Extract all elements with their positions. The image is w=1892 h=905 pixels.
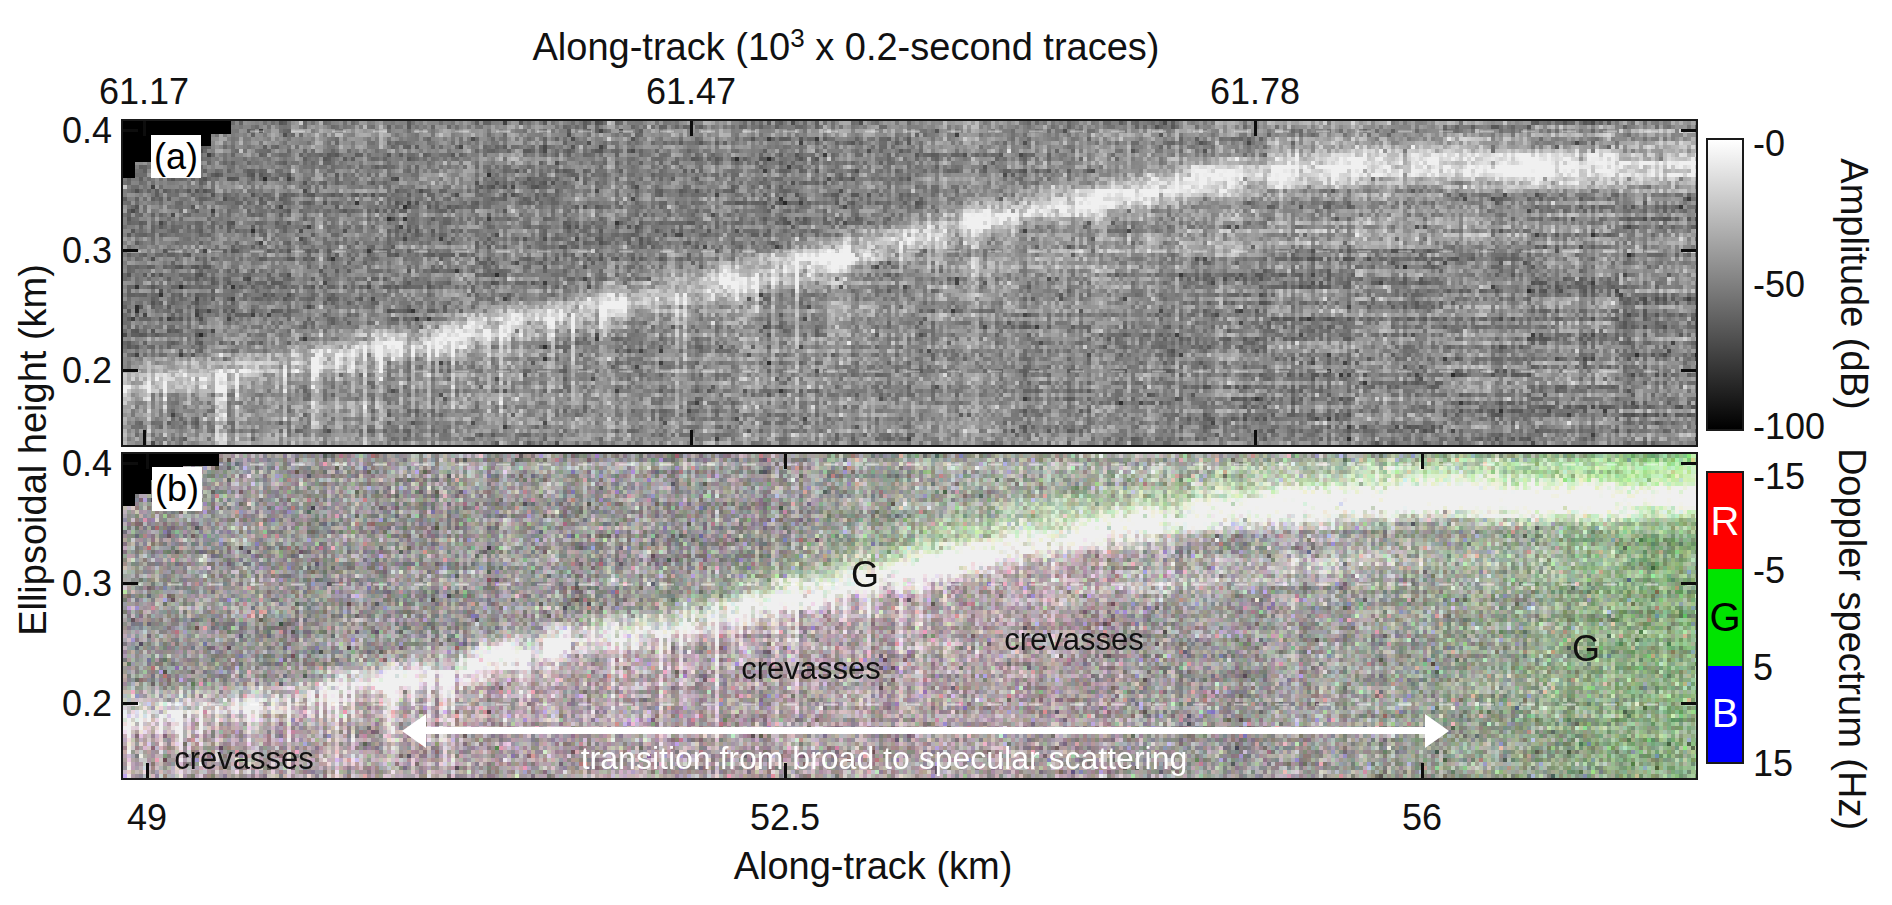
doppler-colorbar-red-segment: R <box>1708 473 1742 569</box>
axis-tick-mark <box>1681 129 1696 132</box>
axis-tick-mark <box>784 454 787 469</box>
axis-tick-mark <box>123 249 138 252</box>
axis-tick-mark <box>1421 454 1424 469</box>
panel-b-ytick-1: 0.4 <box>62 443 112 485</box>
amplitude-colorbar <box>1706 138 1744 431</box>
bottom-axis-tick-3: 56 <box>1402 797 1442 839</box>
axis-tick-mark <box>146 763 149 778</box>
panel-b-radargram: (b) G crevasses crevasses G crevasses tr… <box>121 452 1698 780</box>
top-axis-tick-2: 61.47 <box>646 71 736 113</box>
axis-tick-mark <box>1421 763 1424 778</box>
doppler-colorbar-green-segment: G <box>1708 569 1742 665</box>
axis-tick-mark <box>123 369 138 372</box>
top-axis-title: Along-track (103 x 0.2-second traces) <box>533 23 1160 70</box>
axis-tick-mark <box>143 121 146 136</box>
axis-tick-mark <box>1681 462 1696 465</box>
doppler-red-letter: R <box>1711 499 1740 544</box>
axis-tick-mark <box>690 121 693 136</box>
y-axis-label: Ellipsoidal height (km) <box>12 264 55 636</box>
axis-tick-mark <box>1681 369 1696 372</box>
axis-tick-mark <box>123 582 138 585</box>
axis-tick-mark <box>1254 121 1257 136</box>
axis-tick-mark <box>1254 430 1257 445</box>
axis-tick-mark <box>123 462 138 465</box>
axis-tick-mark <box>1681 702 1696 705</box>
doppler-colorbar-label: Doppler spectrum (Hz) <box>1830 448 1873 830</box>
figure-radargram: Along-track (103 x 0.2-second traces) 61… <box>0 0 1892 905</box>
panel-a-ytick-1: 0.4 <box>62 110 112 152</box>
doppler-blue-letter: B <box>1712 691 1739 736</box>
annotation-transition: transition from broad to specular scatte… <box>581 740 1188 777</box>
panel-b-ytick-3: 0.2 <box>62 683 112 725</box>
annotation-g-right: G <box>1572 628 1600 670</box>
transition-arrow-right-head <box>1425 714 1449 748</box>
bottom-axis-tick-1: 49 <box>127 797 167 839</box>
amplitude-cbar-tick-1: -0 <box>1753 123 1785 165</box>
amplitude-cbar-tick-3: -100 <box>1753 406 1825 448</box>
axis-tick-mark <box>146 454 149 469</box>
panel-a-ytick-2: 0.3 <box>62 230 112 272</box>
amplitude-colorbar-gradient <box>1708 140 1742 429</box>
panel-a-ytick-3: 0.2 <box>62 350 112 392</box>
doppler-green-letter: G <box>1709 595 1740 640</box>
axis-tick-mark <box>123 129 138 132</box>
doppler-cbar-tick-1: -15 <box>1753 456 1805 498</box>
axis-tick-mark <box>1681 582 1696 585</box>
axis-tick-mark <box>690 430 693 445</box>
bottom-axis-label: Along-track (km) <box>734 845 1013 888</box>
annotation-crevasses-upper: crevasses <box>1004 622 1144 658</box>
doppler-cbar-tick-4: 15 <box>1753 743 1793 785</box>
axis-tick-mark <box>1681 249 1696 252</box>
top-axis-tick-1: 61.17 <box>99 71 189 113</box>
top-axis-tick-3: 61.78 <box>1210 71 1300 113</box>
panel-a-tag: (a) <box>151 135 201 178</box>
amplitude-colorbar-label: Amplitude (dB) <box>1832 158 1875 409</box>
amplitude-cbar-tick-2: -50 <box>1753 264 1805 306</box>
doppler-cbar-tick-3: 5 <box>1753 647 1773 689</box>
transition-arrow-shaft <box>424 727 1426 734</box>
panel-b-ytick-2: 0.3 <box>62 563 112 605</box>
bottom-axis-tick-2: 52.5 <box>750 797 820 839</box>
panel-a-radargram: (a) <box>121 119 1698 447</box>
doppler-colorbar-blue-segment: B <box>1708 666 1742 762</box>
axis-tick-mark <box>123 702 138 705</box>
doppler-colorbar: R G B <box>1706 471 1744 764</box>
annotation-g-upper: G <box>851 554 879 596</box>
radargram-a-canvas <box>123 121 1696 445</box>
annotation-crevasses-left: crevasses <box>174 741 314 777</box>
doppler-cbar-tick-2: -5 <box>1753 550 1785 592</box>
panel-b-tag: (b) <box>152 467 202 511</box>
annotation-crevasses-mid: crevasses <box>741 651 881 687</box>
transition-arrow-left-head <box>402 714 426 748</box>
axis-tick-mark <box>143 430 146 445</box>
